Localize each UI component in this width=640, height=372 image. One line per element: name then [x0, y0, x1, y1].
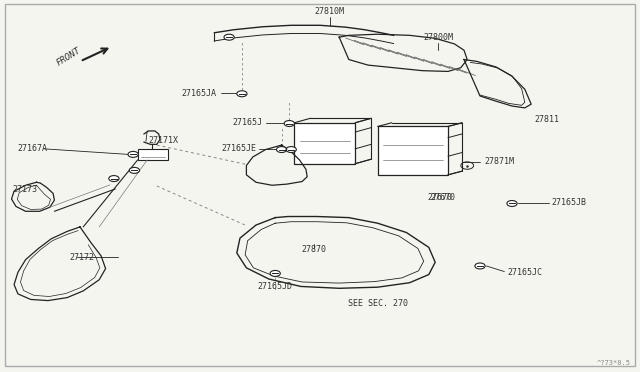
Text: 27800M: 27800M [424, 33, 453, 42]
Circle shape [475, 263, 485, 269]
Circle shape [224, 34, 234, 40]
Text: FRONT: FRONT [55, 46, 83, 67]
Text: 27171X: 27171X [148, 136, 179, 145]
Text: 27165JC: 27165JC [508, 268, 543, 277]
Text: 27165JE: 27165JE [221, 144, 256, 153]
Text: 27165JA: 27165JA [181, 89, 216, 97]
Text: SEE SEC. 270: SEE SEC. 270 [348, 299, 408, 308]
Text: 27165JB: 27165JB [552, 198, 587, 207]
Circle shape [507, 201, 517, 206]
FancyBboxPatch shape [294, 123, 355, 164]
Circle shape [128, 151, 138, 157]
Text: 27173: 27173 [13, 185, 38, 194]
Text: 27165J: 27165J [232, 118, 262, 127]
Text: 27172: 27172 [70, 253, 95, 262]
Circle shape [276, 147, 287, 153]
Circle shape [284, 121, 294, 126]
Text: ^?73*0.5: ^?73*0.5 [596, 360, 630, 366]
Circle shape [270, 270, 280, 276]
Circle shape [237, 91, 247, 97]
Circle shape [129, 167, 140, 173]
Text: 27670: 27670 [431, 193, 456, 202]
Circle shape [109, 176, 119, 182]
FancyBboxPatch shape [378, 126, 448, 175]
FancyBboxPatch shape [138, 149, 168, 160]
Text: 27870: 27870 [301, 246, 326, 254]
Text: 27670: 27670 [428, 193, 452, 202]
Text: 27165JD: 27165JD [258, 282, 292, 291]
Text: 27810M: 27810M [315, 7, 344, 16]
Text: 27167A: 27167A [18, 144, 48, 153]
Text: 27811: 27811 [534, 115, 559, 124]
Text: 27871M: 27871M [484, 157, 515, 166]
Circle shape [286, 147, 296, 153]
